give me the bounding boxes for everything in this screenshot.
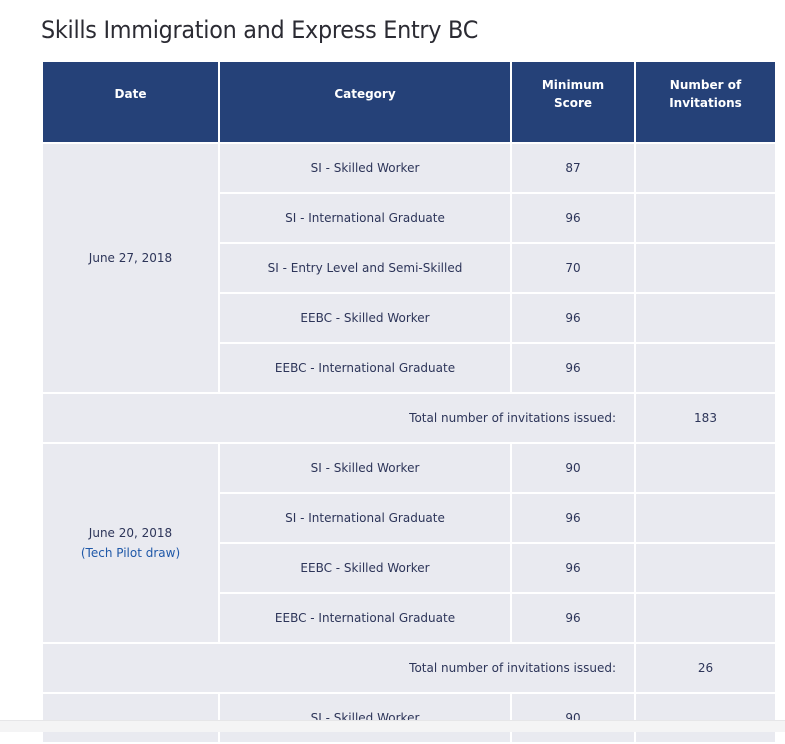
table-row: EEBC - International Graduate 96 — [42, 342, 777, 394]
score-cell: 96 — [510, 542, 636, 594]
category-cell: EEBC - Skilled Worker — [218, 292, 512, 344]
header-date: Date — [41, 60, 220, 144]
category-cell: SI - Skilled Worker — [218, 142, 512, 194]
tech-pilot-link[interactable]: (Tech Pilot draw) — [80, 546, 181, 560]
draw-date-cell — [41, 692, 220, 744]
header-text: Minimum — [541, 78, 605, 92]
total-row: Total number of invitations issued: 183 — [41, 392, 777, 444]
table-header-row: Date Category Minimum Score Number of Invi… — [41, 60, 777, 144]
invitations-cell — [634, 692, 777, 744]
invitations-cell — [634, 192, 777, 244]
score-cell: 96 — [510, 292, 636, 344]
score-cell: 96 — [510, 342, 636, 394]
category-cell: SI - International Graduate — [218, 492, 512, 544]
draw-date: June 20, 2018 — [88, 526, 173, 540]
header-text: Score — [553, 96, 593, 110]
category-cell: SI - Entry Level and Semi-Skilled — [218, 242, 512, 294]
bottom-bar — [0, 720, 785, 732]
table-row: June 27, 2018 SI - Skilled Worker 87 — [41, 142, 777, 394]
header-text: Number of — [669, 78, 742, 92]
table-row: EEBC - International Graduate 96 — [42, 592, 777, 644]
category-cell: SI - Skilled Worker — [218, 442, 512, 494]
table-row: SI - International Graduate 96 — [42, 192, 777, 244]
invitations-cell — [634, 492, 777, 544]
invitations-cell — [634, 292, 777, 344]
table-row: SI - Entry Level and Semi-Skilled 70 — [42, 242, 777, 294]
score-cell: 96 — [510, 592, 636, 644]
page-title: Skills Immigration and Express Entry BC — [41, 16, 479, 44]
score-cell: 90 — [510, 442, 636, 494]
invitations-cell — [634, 592, 777, 644]
score-cell: 90 — [510, 692, 636, 744]
table-row: SI - Skilled Worker 90 — [41, 692, 777, 744]
draw-date: June 27, 2018 — [88, 251, 173, 265]
draw-date-cell: June 20, 2018 (Tech Pilot draw) — [41, 442, 220, 644]
invitations-cell — [634, 142, 777, 194]
invitations-cell — [634, 342, 777, 394]
total-row: Total number of invitations issued: 26 — [41, 642, 777, 694]
table-row: EEBC - Skilled Worker 96 — [42, 542, 777, 594]
header-text: Invitations — [669, 96, 742, 110]
category-cell: SI - International Graduate — [218, 192, 512, 244]
score-cell: 87 — [510, 142, 636, 194]
category-cell: SI - Skilled Worker — [218, 692, 512, 744]
draws-table: Date Category Minimum Score Number of Invi… — [41, 60, 777, 744]
header-minimum-score: Minimum Score — [510, 60, 636, 144]
category-cell: EEBC - Skilled Worker — [218, 542, 512, 594]
total-value: 183 — [634, 392, 777, 444]
invitations-cell — [634, 242, 777, 294]
invitations-cell — [634, 442, 777, 494]
category-cell: EEBC - International Graduate — [218, 342, 512, 394]
table-row: June 20, 2018 (Tech Pilot draw) SI - Skil… — [41, 442, 777, 644]
score-cell: 70 — [510, 242, 636, 294]
header-category: Category — [218, 60, 512, 144]
total-value: 26 — [634, 642, 777, 694]
table-row: EEBC - Skilled Worker 96 — [42, 292, 777, 344]
table-row: SI - International Graduate 96 — [42, 492, 777, 544]
draw-date-cell: June 27, 2018 — [41, 142, 220, 394]
score-cell: 96 — [510, 492, 636, 544]
header-number-of-invitations: Number of Invitations — [634, 60, 777, 144]
total-label: Total number of invitations issued: — [41, 392, 636, 444]
total-label: Total number of invitations issued: — [41, 642, 636, 694]
score-cell: 96 — [510, 192, 636, 244]
category-cell: EEBC - International Graduate — [218, 592, 512, 644]
invitations-cell — [634, 542, 777, 594]
